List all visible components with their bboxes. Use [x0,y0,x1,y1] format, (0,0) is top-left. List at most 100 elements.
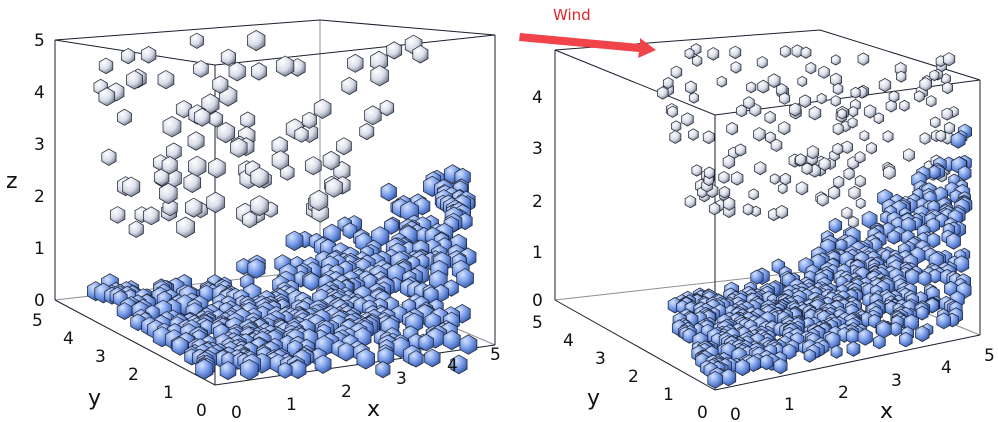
falling-particle [746,81,757,94]
falling-particle [671,120,682,133]
deposited-particle [750,269,764,285]
falling-particle [240,111,256,129]
falling-particle [756,56,768,69]
left-y-tick: 0 [196,401,207,421]
falling-particle [899,99,910,112]
falling-particle [857,52,870,66]
falling-particle [187,131,205,151]
falling-particle [228,61,246,82]
falling-particle [159,182,178,205]
deposited-particle [735,358,750,377]
falling-particle [770,138,783,152]
left-z-tick: 3 [34,135,45,155]
falling-particle [878,77,892,93]
left-x-axis: 0 1 2 3 4 5 x [231,345,501,422]
falling-particle [859,130,870,142]
right-y-tick: 0 [697,403,708,422]
falling-particle [779,45,791,58]
deposited-particle [442,329,461,351]
falling-particle [753,127,766,142]
left-particles [87,29,478,381]
deposited-particle [915,305,929,321]
falling-particle [122,176,141,198]
left-z-axis-label: z [6,169,18,194]
falling-particle [121,47,136,65]
falling-particle [769,173,780,185]
deposited-particle [950,131,966,149]
falling-particle [250,195,269,217]
falling-particle [275,55,295,77]
falling-particle [748,188,759,201]
falling-particle [841,140,853,154]
deposited-particle [289,359,307,380]
falling-particle [801,162,813,176]
falling-particle [808,105,822,121]
falling-particle [837,108,847,120]
left-z-tick: 4 [34,83,45,103]
deposited-particle [846,340,861,357]
falling-particle [765,131,776,144]
falling-particle [341,76,358,96]
falling-particle [242,211,258,229]
falling-particle [866,141,877,155]
falling-particle [325,177,343,198]
falling-particle [734,143,747,157]
deposited-particle [917,270,932,287]
falling-particle [140,45,157,64]
falling-particle [854,151,866,164]
left-z-tick: 5 [34,31,45,51]
deposited-particle [424,348,441,368]
left-x-tick: 2 [341,382,352,402]
deposited-particle [240,358,259,381]
left-x-axis-label: x [367,397,380,422]
falling-particle [795,153,807,167]
falling-particle [208,110,224,128]
left-x-tick: 5 [490,345,501,365]
wind-label: Wind [553,6,591,24]
falling-particle [101,148,117,166]
falling-particle [919,77,932,92]
right-x-tick: 5 [984,346,995,366]
deposited-particle [337,342,355,362]
falling-particle [702,130,715,145]
falling-particle [930,116,941,129]
falling-particle [251,62,267,81]
left-panel: 0 1 2 3 4 5 z 0 1 2 3 4 5 y 0 1 2 3 4 5 … [6,19,501,422]
deposited-particle [116,302,133,321]
falling-particle [896,70,907,83]
falling-particle [780,172,792,186]
deposited-particle [171,336,189,356]
deposited-particle [247,258,266,279]
left-y-tick: 3 [95,347,106,367]
deposited-particle [928,164,941,180]
wind-arrow-icon [519,33,656,58]
falling-particle [684,195,697,209]
right-y-tick: 2 [628,367,639,387]
right-z-axis: 0 1 2 3 4 [532,88,543,311]
deposited-particle [746,355,761,373]
falling-particle [855,197,866,210]
falling-particle [386,41,403,60]
left-x-tick: 0 [231,403,242,422]
deposited-particle [899,331,913,348]
falling-particle [805,61,817,75]
falling-particle [657,86,669,100]
left-z-tick: 1 [34,239,45,259]
falling-particle [830,95,841,107]
right-y-tick: 3 [595,349,606,369]
falling-particle [767,73,781,89]
deposited-particle [303,272,320,292]
falling-particle [716,75,727,88]
falling-particle [208,157,226,179]
falling-particle [359,122,375,141]
right-y-tick: 4 [563,331,574,351]
falling-particle [873,112,884,125]
falling-particle [691,164,703,177]
falling-particle [742,203,754,216]
falling-particle [206,191,225,214]
right-panel: 0 1 2 3 4 0 1 2 3 4 5 y 0 1 2 3 4 5 x Wi… [519,6,995,422]
falling-particle [847,117,858,129]
deposited-particle [383,217,399,235]
right-y-axis-label: y [587,386,600,411]
